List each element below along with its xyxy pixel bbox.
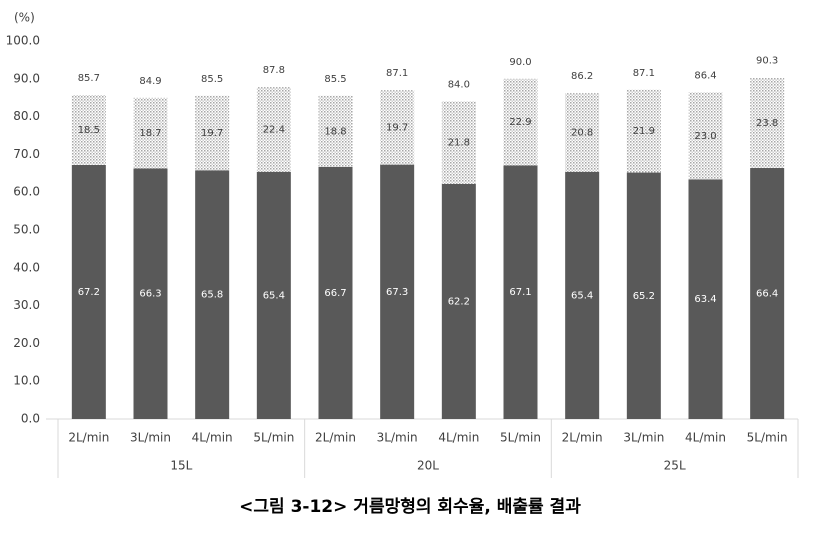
bar-segment: [750, 78, 785, 169]
x-tick-label: 3L/min: [377, 431, 418, 445]
y-tick-label: 100.0: [6, 34, 40, 48]
data-label: 18.8: [324, 126, 346, 137]
bar-segment: [195, 95, 230, 171]
bar-segment: [256, 87, 291, 172]
data-label: 20.8: [571, 127, 593, 138]
bar-segment: [503, 165, 538, 419]
data-label: 67.1: [509, 287, 531, 298]
y-tick-label: 20.0: [13, 336, 40, 350]
total-label: 84.0: [448, 79, 470, 90]
x-tick-label: 2L/min: [315, 431, 356, 445]
x-tick-label: 4L/min: [192, 431, 233, 445]
x-tick-label: 2L/min: [68, 431, 109, 445]
group-label: 15L: [170, 459, 192, 473]
x-tick-label: 5L/min: [253, 431, 294, 445]
chart-title: <그림 3-12> 거름망형의 회수율, 배출률 결과: [239, 496, 581, 517]
data-label: 18.5: [78, 125, 100, 136]
bar-segment: [380, 90, 415, 165]
y-tick-label: 70.0: [13, 147, 40, 161]
data-label: 22.9: [509, 117, 531, 128]
data-label: 19.7: [386, 122, 408, 133]
bar-segment: [133, 168, 168, 419]
total-label: 86.2: [571, 71, 593, 82]
bar-segment: [71, 95, 106, 165]
data-label: 65.2: [633, 291, 655, 302]
y-tick-label: 90.0: [13, 71, 40, 85]
bar-segment: [503, 78, 538, 166]
x-tick-label: 3L/min: [623, 431, 664, 445]
bar-segment: [133, 97, 168, 169]
data-label: 62.2: [448, 296, 470, 307]
y-tick-label: 0.0: [21, 412, 40, 426]
bar-segment: [318, 95, 353, 167]
data-label: 23.0: [694, 131, 716, 142]
bar-segment: [688, 179, 723, 419]
total-label: 87.1: [386, 68, 408, 79]
data-label: 67.3: [386, 287, 408, 298]
bar-segment: [71, 164, 106, 419]
y-tick-label: 50.0: [13, 223, 40, 237]
total-label: 85.5: [201, 74, 223, 85]
y-tick-label: 30.0: [13, 298, 40, 312]
total-label: 87.1: [633, 68, 655, 79]
data-label: 65.4: [263, 290, 285, 301]
bar-segment: [195, 170, 230, 419]
bar-segment: [565, 93, 600, 172]
data-label: 65.8: [201, 290, 223, 301]
x-tick-label: 5L/min: [747, 431, 788, 445]
data-label: 23.8: [756, 118, 778, 129]
bar-segment: [380, 164, 415, 419]
data-label: 67.2: [78, 287, 100, 298]
y-tick-label: 80.0: [13, 109, 40, 123]
data-label: 18.7: [139, 128, 161, 139]
data-label: 63.4: [694, 294, 716, 305]
data-label: 66.7: [324, 288, 346, 299]
bar-segment: [318, 166, 353, 419]
data-label: 22.4: [263, 124, 285, 135]
y-tick-label: 10.0: [13, 374, 40, 388]
x-tick-label: 3L/min: [130, 431, 171, 445]
bar-segment: [688, 92, 723, 180]
total-label: 85.5: [324, 74, 346, 85]
total-label: 90.0: [509, 57, 531, 68]
x-tick-label: 4L/min: [438, 431, 479, 445]
total-label: 84.9: [139, 76, 161, 87]
total-label: 85.7: [78, 73, 100, 84]
data-label: 21.9: [633, 126, 655, 137]
total-label: 90.3: [756, 56, 778, 67]
total-label: 87.8: [263, 65, 285, 76]
y-tick-label: 60.0: [13, 185, 40, 199]
x-tick-label: 4L/min: [685, 431, 726, 445]
x-tick-label: 2L/min: [562, 431, 603, 445]
bar-segment: [750, 168, 785, 419]
bar-segment: [626, 172, 661, 419]
group-label: 25L: [664, 459, 686, 473]
bar-segment: [565, 171, 600, 419]
bar-segment: [441, 101, 476, 184]
data-label: 66.4: [756, 289, 778, 300]
bar-segment: [256, 171, 291, 419]
bar-segment: [441, 183, 476, 419]
y-tick-label: 40.0: [13, 260, 40, 274]
data-label: 66.3: [139, 289, 161, 300]
total-label: 86.4: [694, 70, 716, 81]
group-label: 20L: [417, 459, 439, 473]
x-tick-label: 5L/min: [500, 431, 541, 445]
y-unit: (%): [14, 11, 35, 25]
data-label: 19.7: [201, 128, 223, 139]
bar-segment: [626, 89, 661, 173]
data-label: 21.8: [448, 138, 470, 149]
data-label: 65.4: [571, 290, 593, 301]
